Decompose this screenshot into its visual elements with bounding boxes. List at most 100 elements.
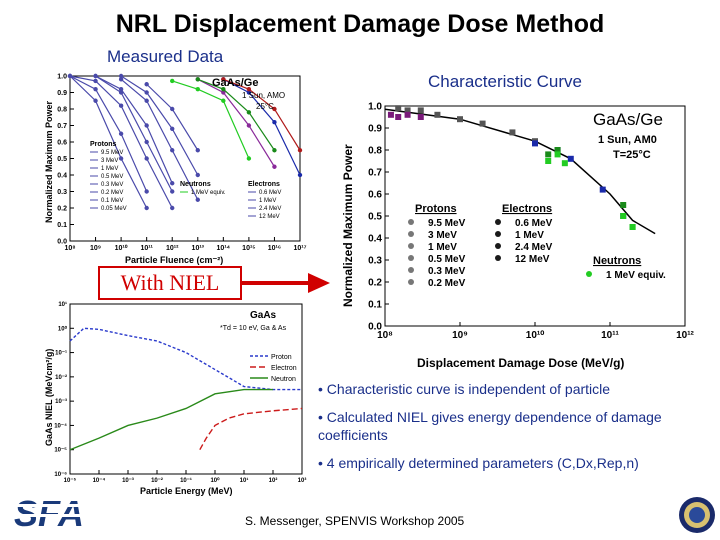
series-group [69,327,303,451]
y-tick-label: 10⁻¹ [55,350,67,357]
legend: Proton Electron Neutron [250,354,297,383]
data-point [118,87,124,92]
y-tick-label: 0.8 [57,106,67,113]
legend-label: 0.6 MeV [259,190,281,196]
data-point [272,106,277,112]
y-tick-label: 0.1 [57,222,67,229]
bullet-item: • Calculated NIEL gives energy dependenc… [318,409,662,443]
data-point [272,120,277,125]
data-point [246,90,252,95]
data-point [246,87,252,92]
y-tick-label: 0.9 [368,123,382,134]
data-point [118,156,124,161]
data-point [195,172,200,178]
legend-marker [495,243,501,249]
x-axis-label: Particle Fluence (cm⁻²) [125,255,223,265]
legend-marker [408,255,414,261]
y-axis-label: Normalized Maximum Power [341,144,355,307]
bullet-list: • Characteristic curve is independent of… [318,380,713,482]
y-tick-label: 1.0 [368,101,382,112]
y-axis-label: GaAs NIEL (MeVcm²/g) [44,349,54,446]
data-point [620,213,627,219]
data-point [246,123,252,128]
legend-label: 0.5 MeV [101,174,123,180]
data-point [93,87,98,92]
data-point [170,126,175,131]
data-point [434,111,441,118]
series-line [69,327,302,391]
x-tick-label: 10³ [298,477,307,484]
y-tick-group: 10⁻⁶ 10⁻⁵ 10⁻⁴ 10⁻³ 10⁻² 10⁻¹ 10⁰ 10¹ [54,301,74,478]
data-point [93,98,98,103]
bullet-item: • Characteristic curve is independent of… [318,381,611,397]
x-tick-label: 10⁻⁵ [64,478,77,484]
data-point [272,164,277,169]
data-point [144,139,149,145]
series-line [199,407,303,451]
series-line [223,78,301,151]
data-point [395,114,402,120]
data-point [404,107,411,114]
legend-label: Proton [271,354,292,361]
legend-label: 1 MeV [101,166,118,172]
data-point [395,105,402,112]
legend-label: 12 MeV [515,254,550,265]
legend-label: 9.5 MeV [101,150,123,156]
data-point [144,82,149,87]
x-tick-group: 10⁸ 10⁹ 10¹⁰ 10¹¹ 10¹² 10¹³ 10¹⁴ 10¹⁵ 10¹⁶ 10¹⁷ [64,237,307,252]
legend-marker [408,267,414,273]
points-group [387,105,636,230]
navy-seal-logo [679,497,715,533]
series-line [69,388,273,451]
legend-marker [495,231,501,237]
x-tick-label: 10² [269,477,278,484]
data-point [272,148,277,153]
bullet-item: • 4 empirically determined parameters (C… [318,455,639,471]
series-line [95,75,173,184]
annotation: *Td = 10 eV, Ga & As [220,325,287,332]
y-tick-label: 0.6 [57,139,67,146]
data-point [170,78,175,84]
x-tick-label: 10⁻¹ [180,477,192,484]
data-point [170,205,175,211]
legend-label: 9.5 MeV [428,218,466,229]
data-point [246,110,252,115]
y-tick-label: 0.5 [368,211,382,222]
y-tick-label: 10⁻⁴ [54,423,67,429]
data-point [545,151,552,158]
legend-marker [408,219,414,225]
legend-label: 1 MeV equiv. [191,190,226,196]
legend-title: Neutrons [593,255,641,267]
x-tick-label: 10¹⁵ [242,245,255,252]
data-point [144,123,149,128]
legend-label: 0.3 MeV [101,182,123,188]
characteristic-curve-chart: 0.0 0.1 0.2 0.3 0.4 0.5 0.6 0.7 0.8 0.9 1.0 10⁸ 10⁹… [341,101,695,370]
chart-title: GaAs [250,310,277,321]
data-point [118,77,124,82]
x-axis-label: Particle Energy (MeV) [140,486,233,496]
data-point [170,181,175,186]
data-point [144,156,149,161]
data-point [554,151,561,158]
data-point [297,172,303,178]
series-line [197,78,275,151]
legend-label: 0.1 MeV [101,198,123,204]
x-tick-label: 10⁹ [452,330,468,341]
legend-title: Protons [90,141,117,148]
measured-data-chart: 0.0 0.1 0.2 0.3 0.4 0.5 0.6 0.7 0.8 0.9 1.0 10⁸ 10⁹… [44,73,307,265]
data-point [545,158,552,164]
chart-title: GaAs/Ge [212,77,258,89]
series-line [69,75,148,209]
annotation: T=25°C [613,149,651,161]
y-tick-label: 0.3 [57,189,67,196]
arrow-icon [240,273,330,293]
data-point [195,87,200,92]
legend-label: 2.4 MeV [515,242,553,253]
series-group [67,73,303,211]
y-tick-label: 0.2 [368,277,382,288]
series-line [69,75,173,209]
x-tick-label: 10¹⁰ [526,330,544,341]
legend-title: Neutrons [180,181,211,188]
data-point [118,131,124,136]
series-line [120,75,199,176]
